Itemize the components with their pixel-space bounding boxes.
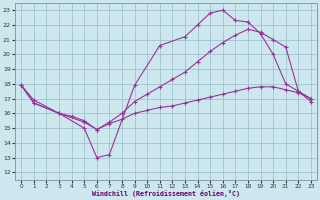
- X-axis label: Windchill (Refroidissement éolien,°C): Windchill (Refroidissement éolien,°C): [92, 190, 240, 197]
